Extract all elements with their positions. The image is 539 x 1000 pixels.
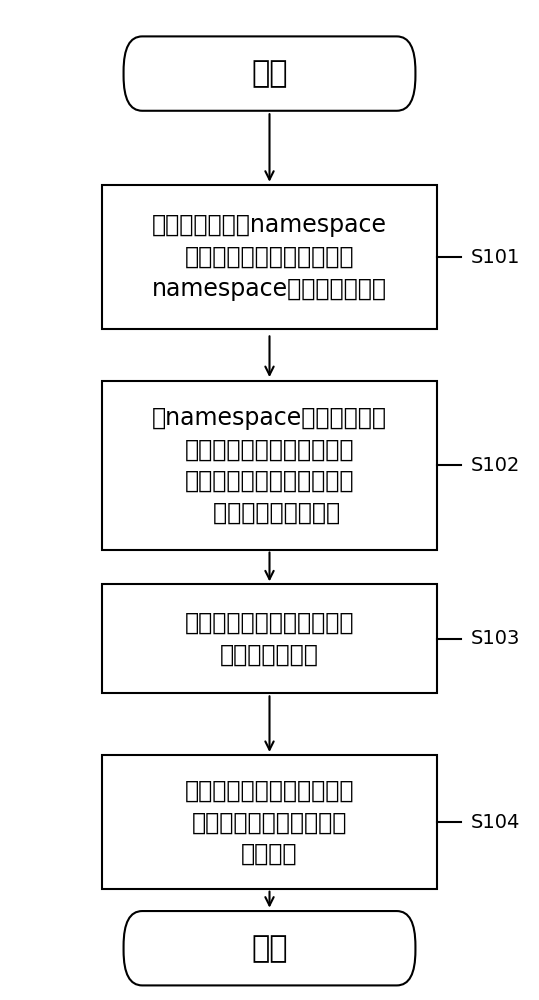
Text: S101: S101 [471, 248, 521, 267]
Text: S104: S104 [471, 813, 521, 832]
FancyBboxPatch shape [123, 911, 416, 985]
Text: S103: S103 [471, 629, 521, 648]
Text: 结束: 结束 [251, 934, 288, 963]
FancyBboxPatch shape [102, 381, 437, 550]
Text: 为namespace根据其对应的
容量大小分配物理逻辑块；
其中，物理逻辑块的数量与
  容量大小成正比关系: 为namespace根据其对应的 容量大小分配物理逻辑块； 其中，物理逻辑块的数… [152, 406, 387, 525]
FancyBboxPatch shape [102, 584, 437, 693]
Text: S102: S102 [471, 456, 521, 475]
FancyBboxPatch shape [123, 36, 416, 111]
Text: 开始: 开始 [251, 59, 288, 88]
FancyBboxPatch shape [102, 755, 437, 889]
Text: 将主机下发的写请求写入相
应的物理逻辑块: 将主机下发的写请求写入相 应的物理逻辑块 [185, 611, 354, 667]
Text: 获取固态硬盘中namespace
的数量，并识别得到每一个
namespace对应的容量大小: 获取固态硬盘中namespace 的数量，并识别得到每一个 namespace对… [152, 213, 387, 301]
FancyBboxPatch shape [102, 185, 437, 329]
Text: 根据接收到的低级格式化命
令，擦除物理逻辑块上的
所有数据: 根据接收到的低级格式化命 令，擦除物理逻辑块上的 所有数据 [185, 779, 354, 866]
